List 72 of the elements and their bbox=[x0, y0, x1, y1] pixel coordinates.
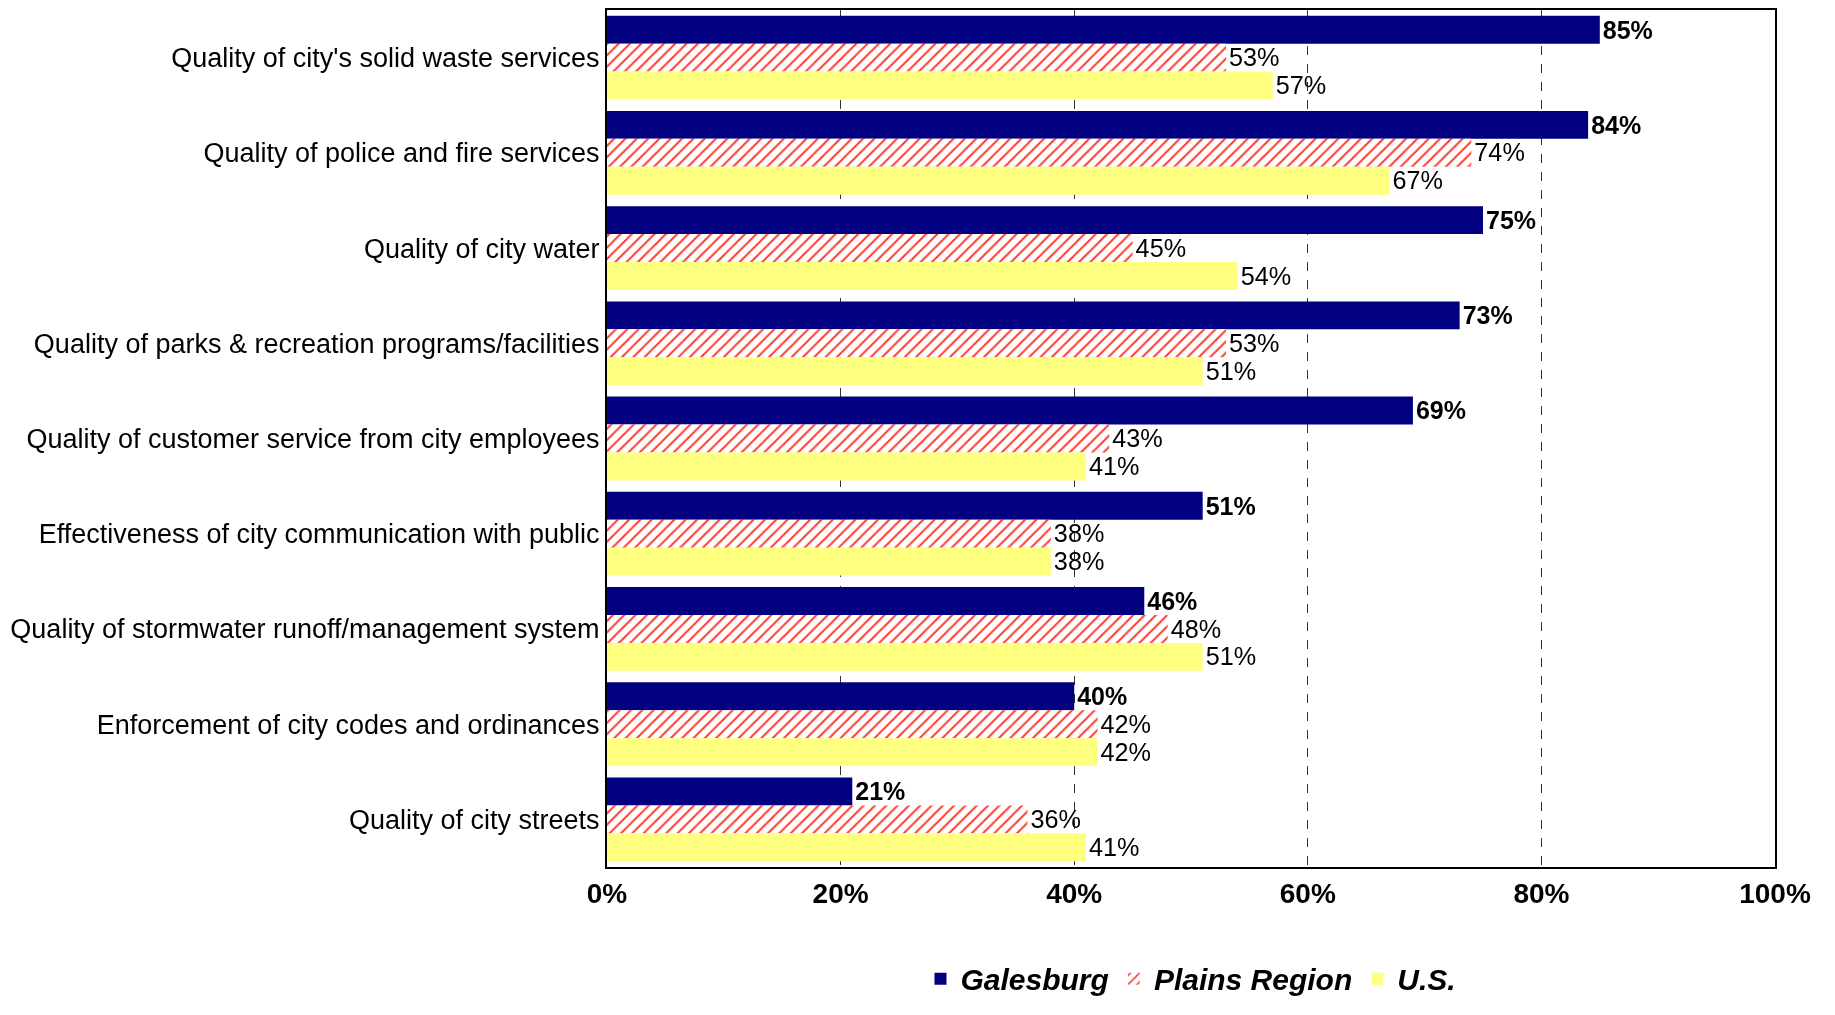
bar bbox=[607, 329, 1227, 358]
data-label: 36% bbox=[1030, 804, 1081, 833]
data-label: 51% bbox=[1205, 356, 1257, 385]
data-label: 38% bbox=[1053, 547, 1105, 576]
bar bbox=[607, 43, 1227, 72]
data-label: 53% bbox=[1229, 43, 1280, 72]
bar bbox=[607, 234, 1133, 263]
bar bbox=[607, 206, 1483, 235]
bar bbox=[607, 491, 1203, 520]
bar bbox=[607, 357, 1203, 386]
x-tick-label: 60% bbox=[1279, 877, 1336, 909]
x-tick-label: 80% bbox=[1513, 877, 1570, 909]
data-label: 53% bbox=[1229, 328, 1280, 357]
y-tick-label: Quality of city water bbox=[364, 233, 600, 264]
bar bbox=[607, 396, 1413, 425]
x-tick-label: 20% bbox=[812, 877, 869, 909]
data-label: 54% bbox=[1240, 261, 1292, 290]
y-tick-label: Quality of city streets bbox=[349, 804, 600, 835]
data-label: 45% bbox=[1135, 233, 1187, 262]
legend-label: U.S. bbox=[1397, 963, 1456, 997]
data-label: 57% bbox=[1275, 71, 1327, 100]
data-label: 40% bbox=[1077, 682, 1128, 711]
data-label: 74% bbox=[1474, 138, 1525, 167]
bar bbox=[607, 71, 1273, 100]
data-label: 51% bbox=[1205, 491, 1256, 520]
data-label: 69% bbox=[1415, 396, 1466, 425]
bar bbox=[607, 805, 1028, 834]
bar bbox=[607, 424, 1110, 453]
y-tick-label: Effectiveness of city communication with public bbox=[38, 519, 600, 550]
bar bbox=[607, 166, 1390, 195]
data-label: 84% bbox=[1591, 110, 1642, 139]
text: Plains Region bbox=[1153, 963, 1353, 997]
y-tick-label: Quality of parks & recreation programs/facilities bbox=[33, 328, 600, 359]
bar bbox=[607, 833, 1086, 862]
bar bbox=[607, 519, 1051, 548]
y-tick-label: Quality of stormwater runoff/management system bbox=[10, 614, 600, 645]
data-label: 41% bbox=[1088, 832, 1140, 861]
bar bbox=[607, 614, 1168, 643]
data-label: 75% bbox=[1486, 205, 1537, 234]
data-label: 51% bbox=[1205, 642, 1257, 671]
data-label: 67% bbox=[1392, 166, 1444, 195]
y-tick-label: Quality of police and fire services bbox=[203, 138, 600, 169]
bar bbox=[607, 547, 1051, 576]
bar bbox=[607, 262, 1238, 290]
bar bbox=[607, 738, 1098, 767]
x-tick-label: 40% bbox=[1046, 877, 1103, 909]
x-tick-label: 100% bbox=[1739, 877, 1811, 909]
data-label: 41% bbox=[1088, 451, 1140, 480]
y-tick-label: Quality of customer service from city employees bbox=[26, 423, 600, 454]
data-label: 42% bbox=[1100, 709, 1152, 738]
data-label: 48% bbox=[1170, 614, 1222, 643]
y-tick-label: Enforcement of city codes and ordinances bbox=[96, 709, 600, 740]
data-label: 42% bbox=[1100, 737, 1152, 766]
bar bbox=[607, 15, 1600, 44]
data-label: 21% bbox=[855, 777, 906, 806]
bar bbox=[607, 452, 1086, 481]
data-label: 73% bbox=[1462, 301, 1513, 330]
bar bbox=[607, 682, 1075, 711]
data-label: 38% bbox=[1053, 519, 1105, 548]
legend-label: Galesburg bbox=[960, 963, 1109, 997]
bar bbox=[607, 777, 853, 806]
data-label: 85% bbox=[1602, 15, 1653, 44]
data-label: 43% bbox=[1112, 424, 1163, 453]
bar bbox=[607, 138, 1472, 167]
bar bbox=[607, 110, 1589, 139]
bar bbox=[607, 587, 1145, 615]
bar bbox=[607, 301, 1460, 330]
data-label: 46% bbox=[1147, 586, 1198, 615]
x-tick-label: 0% bbox=[586, 877, 628, 909]
y-tick-label: Quality of city's solid waste services bbox=[171, 43, 600, 74]
bar bbox=[607, 710, 1098, 739]
bar bbox=[607, 642, 1203, 671]
